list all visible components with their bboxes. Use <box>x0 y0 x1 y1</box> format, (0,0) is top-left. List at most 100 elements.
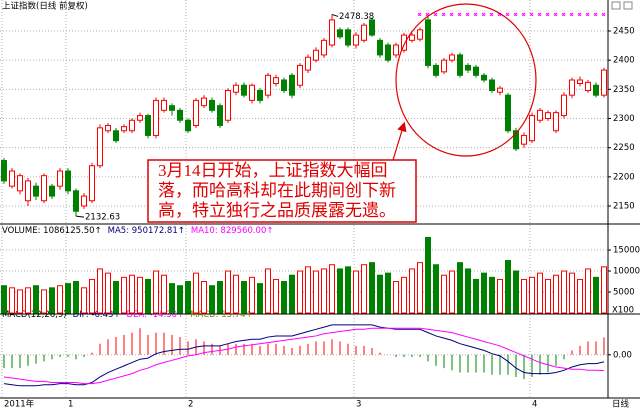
y-tick-label: 2300 <box>613 114 635 124</box>
x-tick-label: 1 <box>68 400 73 409</box>
candle-body <box>81 195 87 207</box>
candle-body <box>521 134 527 145</box>
candle-body <box>297 64 303 86</box>
x-tick-label: 4 <box>532 400 537 409</box>
candle-body <box>145 115 151 136</box>
candle-body <box>553 112 559 132</box>
candle-body <box>393 44 399 56</box>
x-tick-label: 2 <box>188 400 193 409</box>
volume-bar <box>353 270 359 314</box>
volume-bar <box>345 266 351 314</box>
candle-body <box>17 175 23 192</box>
candle-body <box>441 59 447 73</box>
volume-bar <box>153 270 159 314</box>
candle-body <box>537 109 543 121</box>
volume-bar <box>593 276 599 314</box>
volume-bar <box>81 287 87 314</box>
candle-body <box>177 109 183 121</box>
volume-bar <box>121 276 127 314</box>
callout-box <box>147 159 417 223</box>
volume-bar <box>337 268 343 314</box>
volume-bar <box>129 274 135 314</box>
candle-body <box>257 90 263 101</box>
volume-bar <box>161 274 167 314</box>
icon <box>623 1 633 10</box>
candle-body <box>457 54 463 76</box>
candle-body <box>321 39 327 56</box>
volume-bar <box>537 272 543 314</box>
y-tick-label: 2250 <box>613 143 635 153</box>
y-tick-label: 2200 <box>613 172 635 182</box>
candle-body <box>369 19 375 36</box>
volume-bar <box>9 287 15 314</box>
volume-bar <box>297 270 303 314</box>
volume-bar <box>241 281 247 314</box>
candle-body <box>153 99 159 136</box>
volume-bar <box>257 283 263 314</box>
candle-body <box>281 79 287 91</box>
candle-body <box>217 105 223 126</box>
candle-body <box>65 170 71 192</box>
volume-bar <box>409 268 415 314</box>
candle-body <box>241 84 247 96</box>
legend-item: DIF: -6.43↑ <box>73 310 121 320</box>
candle-body <box>193 99 199 126</box>
candle-body <box>465 64 471 71</box>
volume-bar <box>185 281 191 314</box>
legend-item: MA5: 950172.81↑ <box>108 226 185 236</box>
legend-item: MA10: 829560.00↑ <box>191 226 274 236</box>
period-label: 日线 <box>612 399 630 409</box>
candle-body <box>121 126 127 132</box>
volume-bar <box>33 285 39 314</box>
macd-line <box>3 324 605 387</box>
volume-bar <box>313 270 319 314</box>
y-tick-label: 2150 <box>613 202 635 212</box>
candle-body <box>449 54 455 61</box>
candle-body <box>265 74 271 96</box>
callout-text: 落，而哈高科却在此期间创下新 <box>158 181 396 200</box>
volume-bar <box>401 276 407 314</box>
candle-body <box>497 87 503 93</box>
candle-body <box>25 180 31 202</box>
x-tick-label: 3 <box>356 400 361 409</box>
candle-body <box>481 74 487 81</box>
volume-bar <box>137 276 143 314</box>
volume-bar <box>201 281 207 314</box>
candle-body <box>73 190 79 212</box>
candle-body <box>41 175 47 202</box>
candle-body <box>249 84 255 101</box>
candle-body <box>401 34 407 51</box>
marker-row <box>415 10 605 16</box>
volume-bar <box>89 278 95 314</box>
volume-bar <box>145 278 151 314</box>
volume-bar <box>441 274 447 314</box>
candle-body <box>9 170 15 187</box>
candle-body <box>225 90 231 121</box>
candle-body <box>505 94 511 132</box>
volume-bar <box>169 283 175 314</box>
volume-bar <box>457 262 463 314</box>
high-label: 2478.38 <box>339 12 374 22</box>
candle-body <box>105 125 111 132</box>
volume-bar <box>25 287 31 314</box>
candle-body <box>33 185 39 197</box>
volume-bar <box>49 287 55 314</box>
candle-body <box>433 64 439 76</box>
candle-body <box>337 29 343 38</box>
candle-body <box>353 34 359 46</box>
volume-bar <box>17 289 23 314</box>
y-tick-label: 5000 <box>613 288 635 298</box>
volume-bar <box>193 272 199 314</box>
candle-body <box>361 24 367 41</box>
low-label: 2132.63 <box>85 213 120 223</box>
candle-body <box>601 69 607 96</box>
volume-bar <box>233 274 239 314</box>
candle-body <box>529 115 535 142</box>
volume-bar <box>1 285 7 314</box>
volume-bar <box>521 278 527 314</box>
candle-body <box>49 185 55 197</box>
candle-body <box>425 19 431 66</box>
candle-body <box>345 29 351 46</box>
candle-body <box>577 79 583 84</box>
y-tick-label: 15000 <box>613 246 640 256</box>
